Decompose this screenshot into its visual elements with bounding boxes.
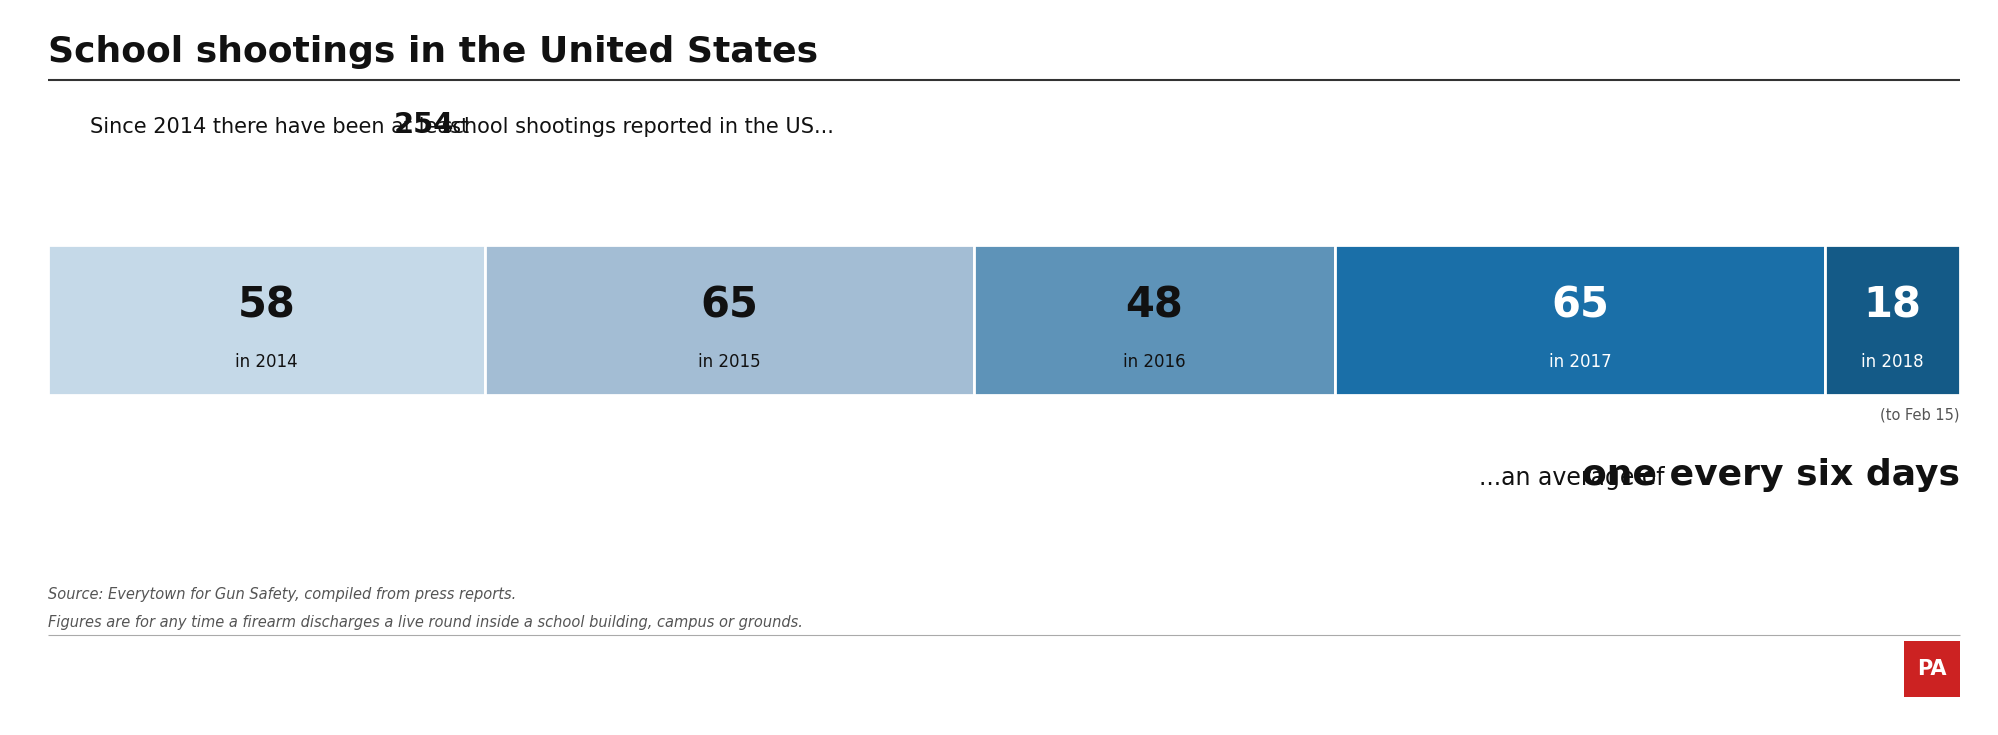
Text: 254: 254 [394,111,454,139]
Text: ...an average of: ...an average of [1479,466,1670,490]
Text: in 2014: in 2014 [236,353,298,371]
Text: School shootings in the United States: School shootings in the United States [48,35,817,69]
Text: in 2016: in 2016 [1123,353,1185,371]
Bar [1824,245,1958,395]
Text: in 2017: in 2017 [1548,353,1610,371]
Text: in 2018: in 2018 [1860,353,1922,371]
Bar [48,245,484,395]
Text: 58: 58 [238,284,296,326]
Text: one every six days: one every six days [1580,458,1958,492]
Text: in 2015: in 2015 [697,353,759,371]
Bar [1335,245,1824,395]
Bar [1902,641,1958,697]
Text: 18: 18 [1862,284,1920,326]
Bar [973,245,1335,395]
Text: school shootings reported in the US...: school shootings reported in the US... [434,117,833,137]
Text: Source: Everytown for Gun Safety, compiled from press reports.: Source: Everytown for Gun Safety, compil… [48,587,515,602]
Text: 65: 65 [1550,284,1608,326]
Text: Since 2014 there have been at least: Since 2014 there have been at least [90,117,476,137]
Text: (to Feb 15): (to Feb 15) [1880,407,1958,422]
Text: Figures are for any time a firearm discharges a live round inside a school build: Figures are for any time a firearm disch… [48,615,803,630]
Text: 48: 48 [1125,284,1183,326]
Bar [484,245,973,395]
Text: PA: PA [1916,659,1946,679]
Text: 65: 65 [699,284,757,326]
